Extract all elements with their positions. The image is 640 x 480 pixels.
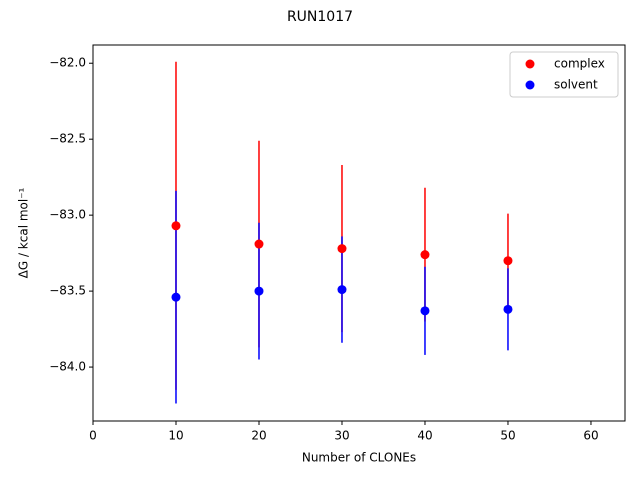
y-tick-label: −83.5: [49, 284, 86, 298]
point: [171, 221, 181, 231]
chart-title: RUN1017: [287, 9, 353, 25]
point: [503, 304, 513, 314]
point: [337, 285, 347, 295]
x-tick-label: 30: [334, 429, 349, 443]
point: [337, 244, 347, 254]
x-tick-label: 40: [417, 429, 432, 443]
legend-label: complex: [554, 57, 605, 71]
point: [503, 256, 513, 266]
y-axis-label: ΔG / kcal mol⁻¹: [17, 187, 31, 278]
y-tick-label: −84.0: [49, 360, 86, 374]
point: [420, 250, 430, 260]
legend-box: [509, 51, 619, 98]
x-tick-label: 20: [251, 429, 266, 443]
y-tick-label: −82.0: [49, 56, 86, 70]
x-axis-label: Number of CLONEs: [302, 451, 416, 465]
legend-marker: [525, 80, 535, 90]
point: [171, 292, 181, 302]
axes-frame: [92, 44, 626, 422]
point: [420, 306, 430, 316]
x-tick-label: 10: [168, 429, 183, 443]
legend-marker: [525, 59, 535, 69]
legend-label: solvent: [554, 78, 598, 92]
y-tick-label: −82.5: [49, 132, 86, 146]
x-tick-label: 0: [89, 429, 97, 443]
y-tick-label: −83.0: [49, 208, 86, 222]
x-tick-label: 50: [500, 429, 515, 443]
x-tick-label: 60: [583, 429, 598, 443]
point: [254, 286, 264, 296]
point: [254, 239, 264, 249]
